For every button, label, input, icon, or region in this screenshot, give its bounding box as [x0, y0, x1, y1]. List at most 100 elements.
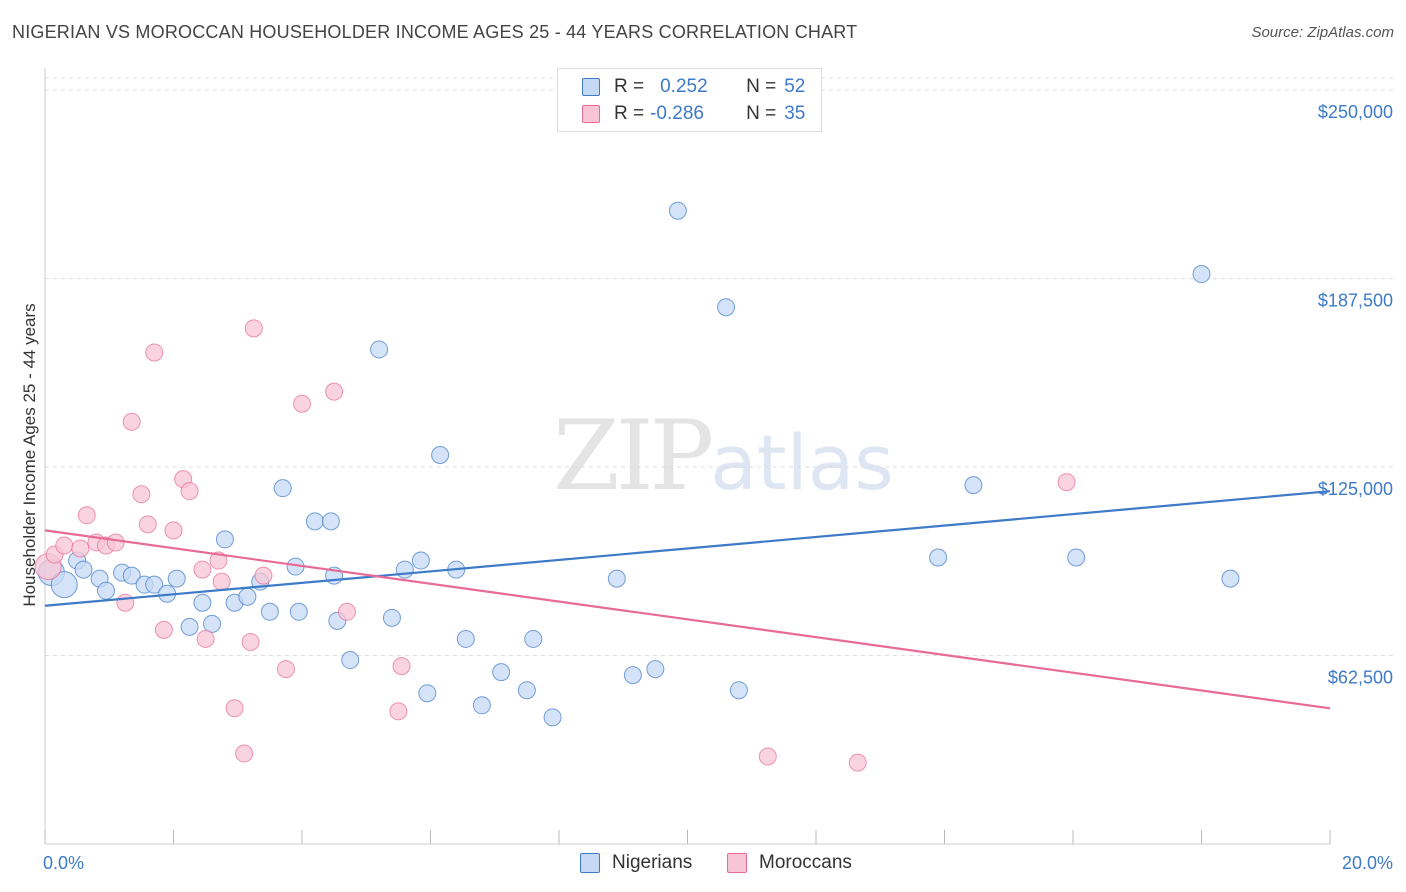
nigerian-point	[50, 571, 78, 599]
moroccan-point	[193, 560, 212, 579]
nigerian-point	[517, 681, 536, 700]
moroccan-point	[55, 536, 74, 555]
nigerian-point	[717, 298, 736, 317]
legend-swatch-pink	[582, 105, 600, 123]
nigerian-point	[122, 566, 141, 585]
moroccan-point	[138, 515, 157, 534]
watermark-zip: ZIP	[553, 400, 714, 512]
nigerian-point	[524, 629, 543, 648]
moroccan-point	[196, 629, 215, 648]
moroccan-point	[116, 593, 135, 612]
chart-title: NIGERIAN VS MOROCCAN HOUSEHOLDER INCOME …	[12, 22, 858, 42]
legend-r-label: R =	[614, 76, 645, 97]
y-tick-label: $250,000	[1318, 102, 1393, 122]
nigerian-point	[418, 684, 437, 703]
moroccan-point	[337, 602, 356, 621]
legend-n-value: 35	[784, 103, 806, 124]
moroccan-point	[276, 660, 295, 679]
nigerian-point	[74, 560, 93, 579]
y-tick-label: $62,500	[1328, 668, 1393, 688]
moroccan-point	[209, 551, 228, 570]
bottom-legend-nigerians: Nigerians	[580, 852, 692, 874]
moroccan-point	[77, 506, 96, 525]
nigerian-point	[145, 575, 164, 594]
nigerian-point	[472, 696, 491, 715]
moroccan-point	[106, 533, 125, 552]
moroccan-point	[225, 699, 244, 718]
legend-r-value: 0.252	[660, 76, 708, 97]
nigerian-point	[431, 445, 450, 464]
legend: R = 0.252 N = 52 R = -0.286 N = 35	[557, 68, 822, 132]
nigerian-point	[929, 548, 948, 567]
nigerian-point	[1192, 265, 1211, 284]
moroccan-point	[1057, 473, 1076, 492]
moroccan-point	[212, 572, 231, 591]
nigerian-point	[1067, 548, 1086, 567]
nigerian-point	[411, 551, 430, 570]
moroccan-point	[235, 744, 254, 763]
bottom-legend-label: Nigerians	[612, 852, 693, 873]
nigerian-point	[729, 681, 748, 700]
nigerian-point	[964, 476, 983, 495]
nigerian-point	[321, 512, 340, 531]
nigerian-point	[543, 708, 562, 727]
nigerian-point	[167, 569, 186, 588]
moroccan-point	[132, 485, 151, 504]
nigerian-point	[382, 608, 401, 627]
nigerian-point	[1221, 569, 1240, 588]
moroccan-point	[389, 702, 408, 721]
bottom-legend-swatch-blue	[580, 853, 600, 873]
nigerian-trend-line	[44, 490, 1331, 607]
legend-swatch-blue	[582, 78, 600, 96]
nigerian-point	[623, 666, 642, 685]
moroccan-point	[758, 747, 777, 766]
nigerian-point	[289, 602, 308, 621]
moroccan-point	[325, 382, 344, 401]
moroccan-point	[122, 412, 141, 431]
moroccan-point	[71, 539, 90, 558]
y-tick-label: $125,000	[1318, 479, 1393, 499]
moroccan-point	[154, 620, 173, 639]
legend-r-label: R =	[614, 103, 645, 124]
x-tick-label: 20.0%	[1342, 853, 1393, 873]
nigerian-point	[370, 340, 389, 359]
nigerian-point	[305, 512, 324, 531]
moroccan-point	[293, 394, 311, 413]
nigerian-point	[395, 560, 414, 579]
nigerian-point	[215, 530, 234, 549]
nigerian-point	[97, 581, 116, 600]
bottom-legend-moroccans: Moroccans	[727, 852, 852, 874]
nigerian-point	[238, 587, 257, 606]
moroccan-point	[145, 343, 164, 362]
bottom-legend-swatch-pink	[727, 853, 747, 873]
moroccan-trend-line	[44, 529, 1331, 710]
x-tick-label: 0.0%	[43, 853, 84, 873]
nigerian-point	[180, 617, 199, 636]
moroccan-point	[254, 566, 273, 585]
legend-row-moroccans: R = -0.286 N = 35	[582, 102, 805, 126]
nigerian-point	[492, 663, 511, 682]
legend-r-value: -0.286	[650, 103, 704, 124]
nigerian-point	[646, 660, 665, 679]
legend-row-nigerians: R = 0.252 N = 52	[582, 75, 805, 99]
nigerian-point	[273, 479, 292, 498]
legend-n-label: N =	[746, 76, 777, 97]
nigerian-point	[668, 201, 687, 220]
source-label: Source: ZipAtlas.com	[1251, 24, 1394, 41]
bottom-legend-label: Moroccans	[759, 852, 852, 873]
moroccan-point	[180, 482, 199, 501]
moroccan-point	[848, 753, 867, 772]
moroccan-point	[392, 657, 411, 676]
nigerian-point	[607, 569, 626, 588]
nigerian-point	[193, 593, 212, 612]
y-tick-label: $187,500	[1318, 291, 1393, 311]
nigerian-point	[341, 651, 360, 670]
legend-n-value: 52	[784, 76, 806, 97]
moroccan-point	[244, 319, 263, 338]
moroccan-point	[241, 632, 260, 651]
nigerian-point	[203, 614, 222, 633]
watermark-atlas: atlas	[710, 418, 894, 507]
watermark: ZIPatlas	[553, 400, 894, 512]
nigerian-point	[260, 602, 279, 621]
